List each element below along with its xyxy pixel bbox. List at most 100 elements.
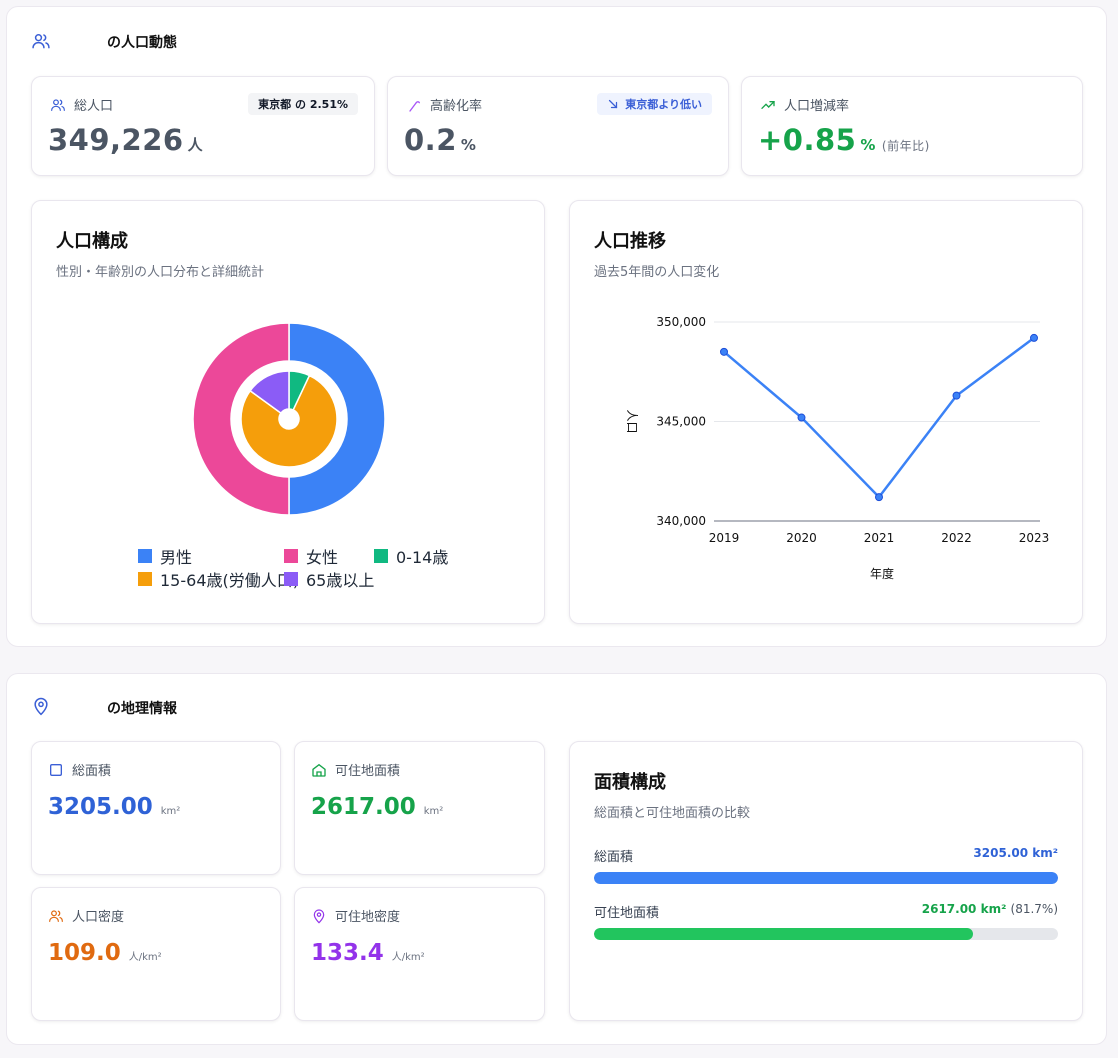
area-composition-title: 面積構成 xyxy=(594,772,666,793)
y-tick-label: 340,000 xyxy=(656,514,706,528)
aging-rate-card: 高齢化率 東京都より低い 0.2% xyxy=(387,76,729,176)
density-card: 人口密度 109.0 人/km² xyxy=(31,887,281,1021)
x-tick-label: 2020 xyxy=(786,531,817,545)
population-line-chart: 340,000 345,000 350,000 2019 2020 2021 2022 202… xyxy=(625,315,1050,581)
trending-up-icon xyxy=(761,100,775,109)
legend-item: 0-14歳 xyxy=(374,544,448,568)
map-pin-icon xyxy=(313,908,325,923)
users-icon xyxy=(49,909,63,922)
area-composition-subtitle: 総面積と可住地面積の比較 xyxy=(594,806,751,821)
area-composition-card: 面積構成 総面積と可住地面積の比較 総面積 3205.00 km² 可住地面積 … xyxy=(569,741,1083,1021)
data-point xyxy=(720,347,728,356)
legend-swatch xyxy=(138,572,152,586)
habitable-density-card: 可住地密度 133.4 人/km² xyxy=(294,887,545,1021)
cane-icon xyxy=(409,100,420,112)
legend-item: 65歳以上 xyxy=(284,567,374,591)
area-bar-fill xyxy=(594,872,1058,884)
area-bar-habitable: 可住地面積 2617.00 km² (81.7%) xyxy=(594,902,1058,942)
growth-rate-unit: % xyxy=(860,136,876,154)
habitable-area-card: 可住地面積 2617.00 km² xyxy=(294,741,545,875)
legend-swatch xyxy=(374,549,388,563)
area-bar-track xyxy=(594,928,1058,940)
data-point xyxy=(797,413,806,422)
legend-swatch xyxy=(284,572,298,586)
legend-swatch xyxy=(138,549,152,563)
habitable-area-value: 2617.00 xyxy=(311,794,416,820)
total-area-card: 総面積 3205.00 km² xyxy=(31,741,281,875)
legend-label: 15-64歳(労働人口) xyxy=(160,571,299,590)
data-point xyxy=(952,391,961,400)
growth-rate-card: 人口増減率 +0.85% (前年比) xyxy=(741,76,1083,176)
total-area-unit: km² xyxy=(160,806,181,817)
square-icon xyxy=(50,763,62,776)
share-badge: 東京都 の 2.51% xyxy=(248,93,358,115)
users-icon xyxy=(51,98,65,111)
area-bar-fill xyxy=(594,928,974,940)
growth-rate-label: 人口増減率 xyxy=(784,99,850,114)
y-tick-label: 350,000 xyxy=(656,315,706,329)
x-axis-label: 年度 xyxy=(870,566,894,581)
total-population-label: 総人口 xyxy=(74,99,114,114)
population-donut-chart xyxy=(192,322,386,516)
aging-rate-unit: % xyxy=(460,136,477,154)
trend-title: 人口推移 xyxy=(594,231,666,252)
legend-item: 15-64歳(労働人口) xyxy=(138,567,299,591)
population-section-title: の人口動態 xyxy=(107,35,177,51)
total-population-unit: 人 xyxy=(187,136,204,154)
legend-item: 男性 xyxy=(138,544,192,568)
inner-ring-slice xyxy=(240,374,338,468)
x-tick-label: 2023 xyxy=(1019,531,1050,545)
composition-card: 人口構成 性別・年齢別の人口分布と詳細統計 男性 女性 0-14歳 15-64歳… xyxy=(31,200,545,624)
legend-label: 男性 xyxy=(160,548,193,567)
total-population-value: 349,226 xyxy=(48,123,184,157)
x-tick-label: 2019 xyxy=(709,531,740,545)
geo-section: の地理情報 総面積 3205.00 km² 可住地面積 2617.00 km² 人口… xyxy=(6,673,1107,1045)
growth-rate-note: (前年比) xyxy=(881,139,930,153)
outer-ring-slice xyxy=(288,322,386,516)
density-unit: 人/km² xyxy=(128,952,162,963)
map-pin-icon xyxy=(34,697,48,716)
y-axis-label: 人口 xyxy=(625,409,639,433)
area-bar-value: 3205.00 km² xyxy=(973,846,1058,860)
arrow-down-right-icon xyxy=(609,99,618,109)
x-tick-label: 2022 xyxy=(941,531,972,545)
total-area-label: 総面積 xyxy=(72,764,112,779)
users-icon xyxy=(32,34,50,49)
growth-rate-value: +0.85 xyxy=(758,123,857,157)
area-bar-track xyxy=(594,872,1058,884)
total-area-value: 3205.00 xyxy=(48,794,153,820)
data-point xyxy=(875,493,883,502)
total-population-card: 総人口 東京都 の 2.51% 349,226 人 xyxy=(31,76,375,176)
aging-rate-value: 0.2 xyxy=(404,123,457,157)
area-bar-value: 2617.00 km² (81.7%) xyxy=(922,902,1058,916)
home-icon xyxy=(312,763,326,777)
geo-section-title: の地理情報 xyxy=(107,701,177,717)
area-bar-value-text: 3205.00 km² xyxy=(973,846,1058,860)
population-section: の人口動態 総人口 東京都 の 2.51% 349,226 人 高齢化率 東京都よ… xyxy=(6,6,1107,647)
density-label: 人口密度 xyxy=(72,910,125,925)
x-tick-label: 2021 xyxy=(864,531,895,545)
trend-subtitle: 過去5年間の人口変化 xyxy=(594,265,720,280)
outer-ring-slice xyxy=(192,322,290,516)
habitable-density-unit: 人/km² xyxy=(391,952,425,963)
composition-subtitle: 性別・年齢別の人口分布と詳細統計 xyxy=(56,265,265,280)
area-bar-total: 総面積 3205.00 km² xyxy=(594,846,1058,886)
aging-rate-label: 高齢化率 xyxy=(430,99,483,114)
legend-label: 女性 xyxy=(306,548,339,567)
geo-section-header xyxy=(31,696,51,716)
composition-title: 人口構成 xyxy=(56,231,128,252)
legend-label: 65歳以上 xyxy=(306,571,375,590)
area-bar-percent: (81.7%) xyxy=(1010,902,1058,916)
legend-item: 女性 xyxy=(284,544,338,568)
data-point xyxy=(1030,333,1038,342)
area-bar-label: 総面積 xyxy=(594,850,634,865)
area-bar-label: 可住地面積 xyxy=(594,906,660,921)
population-section-header xyxy=(31,31,51,51)
trend-card: 人口推移 過去5年間の人口変化 340,000 345,000 350,000 201… xyxy=(569,200,1083,624)
habitable-area-label: 可住地面積 xyxy=(335,764,401,779)
legend-label: 0-14歳 xyxy=(396,548,449,567)
y-tick-label: 345,000 xyxy=(656,415,706,429)
comparison-badge: 東京都より低い xyxy=(597,93,712,115)
density-value: 109.0 xyxy=(48,940,121,966)
area-bar-value-text: 2617.00 km² xyxy=(921,902,1007,916)
